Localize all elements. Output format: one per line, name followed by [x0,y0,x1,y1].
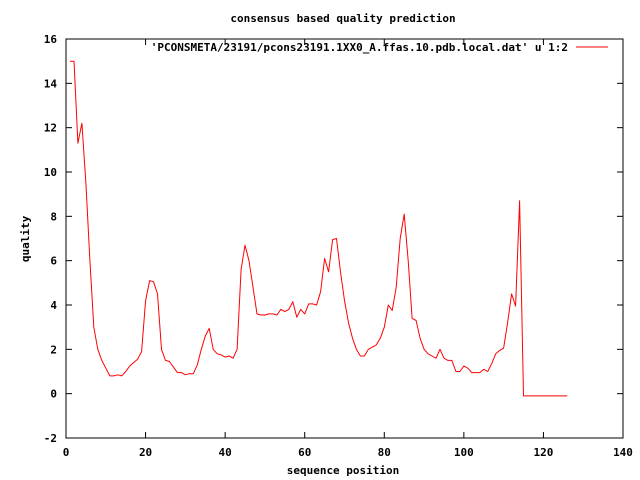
y-tick-label: 6 [50,255,57,268]
legend-entry-label: 'PCONSMETA/23191/pcons23191.1XX0_A.ffas.… [151,41,568,54]
y-axis-label: quality [19,215,32,262]
chart-title: consensus based quality prediction [230,12,455,25]
y-tick-label: 2 [50,343,57,356]
legend: 'PCONSMETA/23191/pcons23191.1XX0_A.ffas.… [151,41,608,54]
x-axis-label: sequence position [287,464,400,477]
x-tick-label: 20 [139,446,152,459]
y-tick-label: 0 [50,388,57,401]
y-tick-label: 12 [44,122,57,135]
series-layer [70,60,568,397]
y-tick-label: 8 [50,210,57,223]
x-tick-label: 40 [219,446,232,459]
series-line-0 [70,60,568,397]
x-axis-ticks: 0 20 40 60 80 100 120 140 [63,39,633,459]
y-tick-label: 10 [44,166,57,179]
x-tick-label: 120 [533,446,553,459]
y-tick-label: 16 [44,33,58,46]
x-tick-label: 100 [454,446,474,459]
y-tick-label: 14 [44,77,58,90]
x-tick-label: 60 [298,446,311,459]
plot-area-frame [65,38,624,439]
y-tick-label: -2 [44,432,57,445]
x-tick-label: 140 [613,446,633,459]
y-tick-label: 4 [50,299,57,312]
x-tick-label: 80 [378,446,391,459]
y-axis-ticks: -2 0 2 4 6 8 10 12 14 16 [44,33,623,445]
x-tick-label: 0 [63,446,70,459]
